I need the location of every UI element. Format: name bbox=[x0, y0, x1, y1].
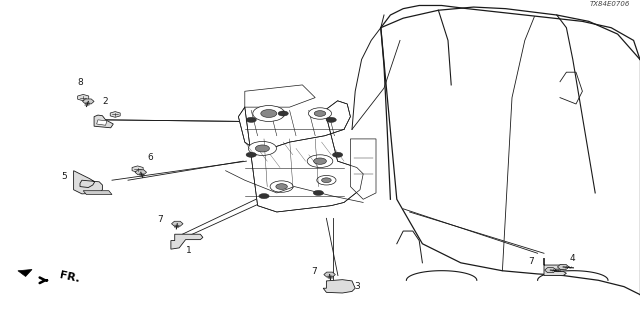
Polygon shape bbox=[97, 120, 107, 125]
Text: FR.: FR. bbox=[59, 270, 81, 284]
Circle shape bbox=[259, 194, 269, 199]
Polygon shape bbox=[324, 272, 335, 277]
Circle shape bbox=[317, 175, 336, 185]
Circle shape bbox=[270, 181, 293, 192]
Circle shape bbox=[314, 190, 323, 196]
Circle shape bbox=[255, 145, 269, 152]
Circle shape bbox=[314, 111, 326, 116]
Text: 7: 7 bbox=[529, 257, 534, 266]
Circle shape bbox=[276, 184, 287, 189]
Polygon shape bbox=[557, 264, 569, 269]
Text: 3: 3 bbox=[355, 282, 360, 291]
Text: 8: 8 bbox=[77, 78, 83, 87]
Polygon shape bbox=[135, 170, 147, 175]
Polygon shape bbox=[77, 94, 89, 101]
Circle shape bbox=[248, 141, 276, 156]
Polygon shape bbox=[171, 234, 203, 249]
Text: 6: 6 bbox=[148, 153, 153, 162]
Circle shape bbox=[308, 108, 332, 119]
Polygon shape bbox=[172, 221, 183, 226]
Circle shape bbox=[261, 109, 277, 117]
Circle shape bbox=[307, 155, 333, 167]
Polygon shape bbox=[351, 139, 376, 199]
Text: 1: 1 bbox=[186, 246, 191, 255]
Text: TX84E0706: TX84E0706 bbox=[590, 1, 630, 7]
Polygon shape bbox=[545, 268, 556, 273]
Text: 4: 4 bbox=[570, 254, 575, 263]
Circle shape bbox=[321, 178, 332, 183]
Circle shape bbox=[326, 117, 337, 122]
Polygon shape bbox=[239, 101, 364, 212]
Circle shape bbox=[246, 117, 257, 122]
Polygon shape bbox=[18, 269, 32, 276]
Text: 7: 7 bbox=[157, 214, 163, 223]
Polygon shape bbox=[74, 171, 102, 194]
Polygon shape bbox=[83, 191, 112, 195]
Polygon shape bbox=[323, 280, 355, 293]
Polygon shape bbox=[94, 115, 113, 128]
Circle shape bbox=[314, 158, 326, 164]
Polygon shape bbox=[132, 166, 143, 172]
Polygon shape bbox=[110, 112, 120, 117]
Circle shape bbox=[333, 152, 343, 157]
Text: 5: 5 bbox=[61, 172, 67, 180]
Circle shape bbox=[246, 152, 257, 157]
Polygon shape bbox=[544, 258, 566, 276]
Circle shape bbox=[278, 111, 289, 116]
Polygon shape bbox=[83, 99, 94, 104]
Circle shape bbox=[253, 106, 285, 122]
Polygon shape bbox=[245, 85, 316, 107]
Text: 7: 7 bbox=[311, 267, 316, 276]
Text: 2: 2 bbox=[103, 97, 108, 106]
